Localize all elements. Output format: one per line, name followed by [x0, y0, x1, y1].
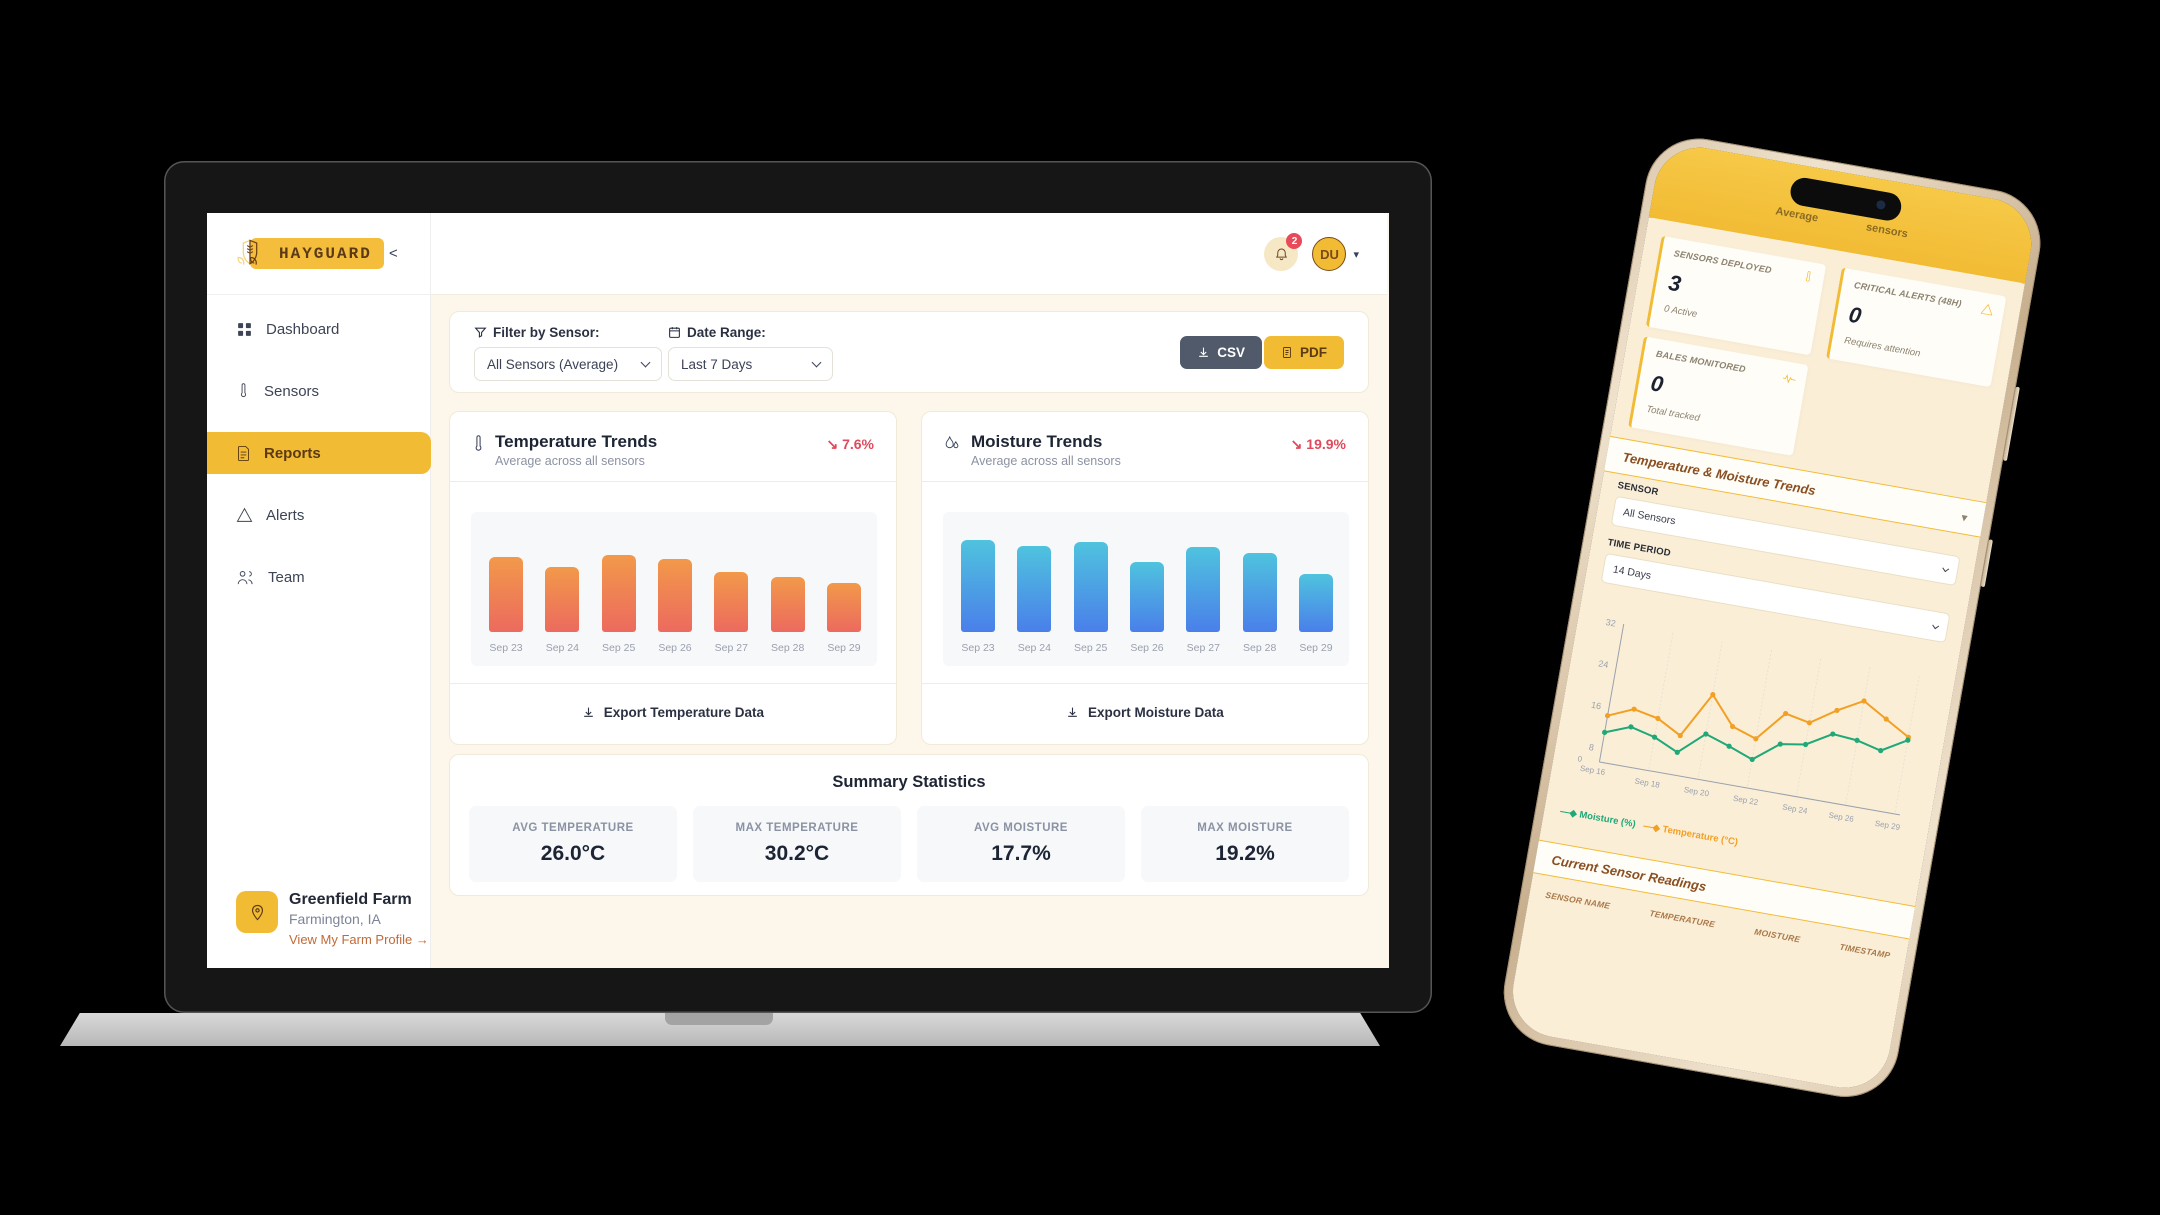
- svg-text:0: 0: [1577, 754, 1583, 764]
- svg-text:Sep 26: Sep 26: [1828, 811, 1855, 824]
- svg-text:16: 16: [1590, 700, 1602, 712]
- svg-text:Sep 22: Sep 22: [1732, 794, 1759, 807]
- svg-text:Sep 16: Sep 16: [1579, 764, 1606, 777]
- svg-text:24: 24: [1598, 658, 1610, 670]
- svg-text:Sep 18: Sep 18: [1634, 776, 1661, 789]
- svg-text:Sep 20: Sep 20: [1683, 785, 1710, 798]
- svg-text:32: 32: [1605, 617, 1617, 629]
- svg-text:Sep 29: Sep 29: [1874, 819, 1901, 832]
- svg-text:Sep 24: Sep 24: [1782, 802, 1809, 815]
